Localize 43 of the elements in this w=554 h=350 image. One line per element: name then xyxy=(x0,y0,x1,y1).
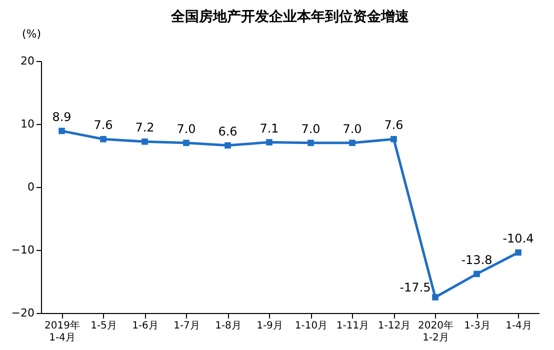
x-tick-label: 1-5月 xyxy=(90,320,117,332)
point xyxy=(515,249,522,256)
y-axis-title: (%) xyxy=(22,28,42,40)
x-tick-label: 1-7月 xyxy=(174,320,200,332)
x-tick-label: 2020年 1-2月 xyxy=(418,320,454,344)
x-tick-label: 1-8月 xyxy=(215,320,242,332)
x-tick-label: 1-3月 xyxy=(464,320,490,332)
point xyxy=(349,140,356,146)
y-tick-label: 0 xyxy=(28,180,34,194)
data-label: 6.6 xyxy=(218,124,238,138)
point xyxy=(390,136,397,142)
x-tick-label: 2019年 1-4月 xyxy=(44,320,80,344)
data-label: 7.0 xyxy=(342,122,362,136)
x-tick-label: 1-6月 xyxy=(132,320,158,332)
y-tick-label: 10 xyxy=(20,118,34,130)
y-tick-label: 20 xyxy=(20,54,34,68)
x-tick-label: 1-11月 xyxy=(336,320,370,332)
point xyxy=(266,139,272,146)
data-label: -10.4 xyxy=(502,232,534,246)
x-tick-label: 1-4月 xyxy=(506,320,532,332)
point xyxy=(100,136,106,142)
x-tick-label: 1-9月 xyxy=(256,320,283,332)
y-tick-label: −20 xyxy=(11,306,34,320)
point xyxy=(142,138,148,145)
x-tick-label: 1-10月 xyxy=(294,320,328,332)
y-tick-label: −10 xyxy=(11,244,34,256)
data-label: 7.2 xyxy=(135,120,154,135)
data-label: 7.0 xyxy=(176,122,196,136)
chart-title: 全国房地产开发企业本年到位资金增速 xyxy=(170,8,410,25)
data-label: 7.1 xyxy=(260,121,279,136)
data-label: -13.8 xyxy=(461,252,492,267)
data-label: 7.0 xyxy=(301,122,320,136)
point xyxy=(432,294,438,300)
data-label: 8.9 xyxy=(52,110,72,124)
data-label: 7.6 xyxy=(384,118,404,132)
point xyxy=(308,140,314,146)
data-label: -17.5 xyxy=(400,280,431,294)
point xyxy=(224,142,231,149)
data-label: 7.6 xyxy=(94,118,113,132)
point xyxy=(474,270,480,278)
point xyxy=(183,140,190,146)
x-tick-label: 1-12月 xyxy=(378,320,411,332)
point xyxy=(58,128,65,134)
